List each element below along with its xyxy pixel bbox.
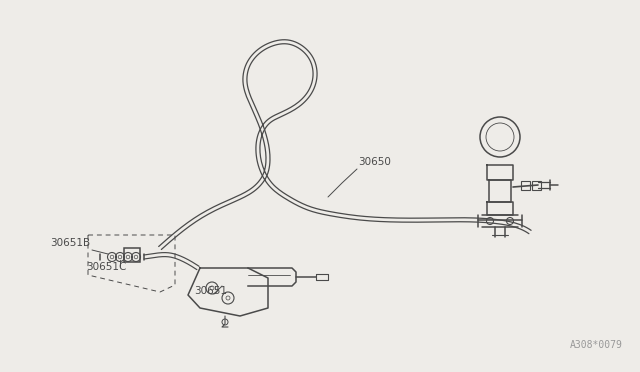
Text: A308*0079: A308*0079 [570, 340, 623, 350]
Text: 30651C: 30651C [86, 262, 126, 272]
Text: 30650: 30650 [358, 157, 391, 167]
Text: 30651B: 30651B [50, 238, 90, 248]
Text: 30651: 30651 [194, 286, 227, 296]
